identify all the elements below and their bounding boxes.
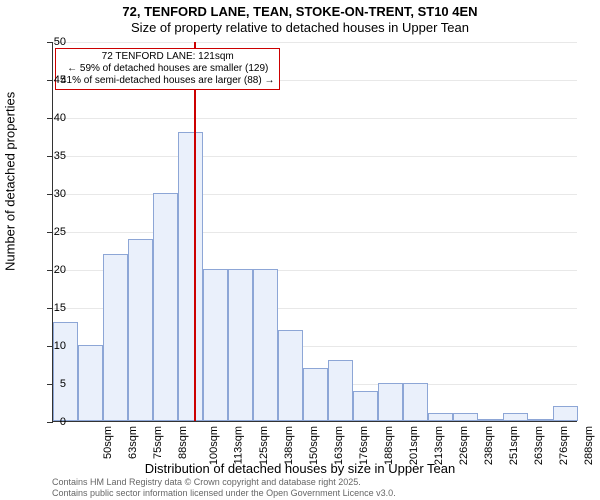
- histogram-bar: [403, 383, 428, 421]
- histogram-bar: [353, 391, 378, 421]
- x-tick-label: 88sqm: [177, 426, 189, 459]
- callout-line3: 41% of semi-detached houses are larger (…: [61, 75, 274, 87]
- histogram-bar: [378, 383, 403, 421]
- y-tick-label: 35: [36, 150, 66, 162]
- x-tick-label: 125sqm: [258, 426, 270, 465]
- x-tick-label: 238sqm: [483, 426, 495, 465]
- title-address: 72, TENFORD LANE, TEAN, STOKE-ON-TRENT, …: [0, 4, 600, 20]
- x-tick-label: 100sqm: [208, 426, 220, 465]
- histogram-bar: [203, 269, 228, 421]
- y-tick-label: 25: [36, 226, 66, 238]
- y-tick-label: 10: [36, 340, 66, 352]
- histogram-bar: [303, 368, 328, 421]
- histogram-bar: [253, 269, 278, 421]
- histogram-bar: [478, 419, 503, 421]
- x-tick-label: 150sqm: [308, 426, 320, 465]
- gridline: [53, 232, 577, 233]
- callout-line1: 72 TENFORD LANE: 121sqm: [61, 51, 274, 63]
- x-tick-label: 201sqm: [408, 426, 420, 465]
- x-tick-label: 188sqm: [383, 426, 395, 465]
- x-tick-label: 213sqm: [433, 426, 445, 465]
- y-tick-label: 30: [36, 188, 66, 200]
- x-tick-label: 176sqm: [358, 426, 370, 465]
- x-tick-label: 276sqm: [558, 426, 570, 465]
- plot-area: 72 TENFORD LANE: 121sqm ← 59% of detache…: [52, 42, 577, 422]
- histogram-bar: [128, 239, 153, 421]
- footnote-line2: Contains public sector information licen…: [52, 488, 396, 498]
- x-tick-label: 50sqm: [102, 426, 114, 459]
- marker-line: [194, 42, 196, 421]
- y-tick-label: 0: [36, 416, 66, 428]
- x-tick-label: 263sqm: [533, 426, 545, 465]
- histogram-bar: [103, 254, 128, 421]
- x-tick-label: 138sqm: [283, 426, 295, 465]
- x-tick-label: 251sqm: [508, 426, 520, 465]
- x-tick-label: 288sqm: [583, 426, 595, 465]
- gridline: [53, 42, 577, 43]
- histogram-bar: [228, 269, 253, 421]
- histogram-bar: [53, 322, 78, 421]
- gridline: [53, 156, 577, 157]
- histogram-bar: [78, 345, 103, 421]
- histogram-bar: [153, 193, 178, 421]
- histogram-bar: [553, 406, 578, 421]
- x-tick-label: 226sqm: [458, 426, 470, 465]
- x-tick-label: 63sqm: [127, 426, 139, 459]
- histogram-bar: [178, 132, 203, 421]
- chart-title-block: 72, TENFORD LANE, TEAN, STOKE-ON-TRENT, …: [0, 0, 600, 37]
- histogram-bar: [503, 413, 528, 421]
- chart-container: Number of detached properties 72 TENFORD…: [0, 42, 600, 500]
- gridline: [53, 194, 577, 195]
- y-axis-label: Number of detached properties: [3, 92, 18, 271]
- callout-line2: ← 59% of detached houses are smaller (12…: [61, 63, 274, 75]
- title-subtitle: Size of property relative to detached ho…: [0, 20, 600, 36]
- y-tick-label: 20: [36, 264, 66, 276]
- histogram-bar: [328, 360, 353, 421]
- x-tick-label: 113sqm: [232, 426, 244, 464]
- y-tick-label: 40: [36, 112, 66, 124]
- y-tick-label: 45: [36, 74, 66, 86]
- chart-footnote: Contains HM Land Registry data © Crown c…: [52, 477, 396, 498]
- x-tick-label: 75sqm: [152, 426, 164, 459]
- gridline: [53, 118, 577, 119]
- histogram-bar: [528, 419, 553, 421]
- y-tick-label: 5: [36, 378, 66, 390]
- y-tick-label: 50: [36, 36, 66, 48]
- histogram-bar: [278, 330, 303, 421]
- x-tick-label: 163sqm: [333, 426, 345, 465]
- histogram-bar: [453, 413, 478, 421]
- y-tick-label: 15: [36, 302, 66, 314]
- marker-callout: 72 TENFORD LANE: 121sqm ← 59% of detache…: [55, 48, 280, 90]
- footnote-line1: Contains HM Land Registry data © Crown c…: [52, 477, 396, 487]
- histogram-bar: [428, 413, 453, 421]
